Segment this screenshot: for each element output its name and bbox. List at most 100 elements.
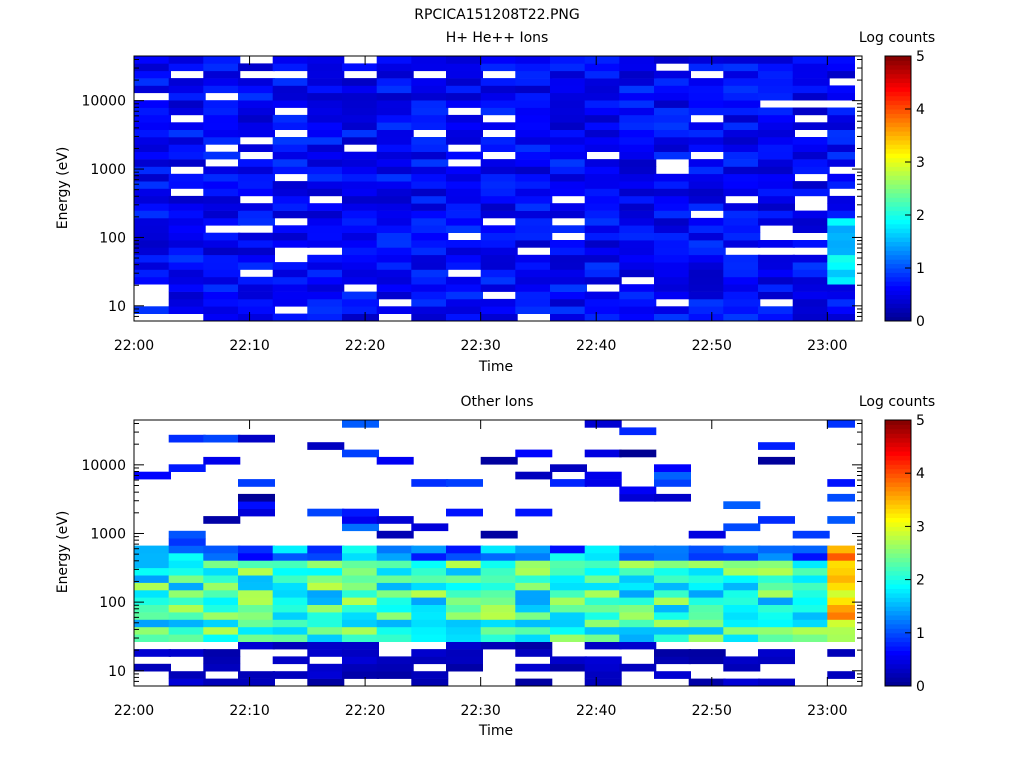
heatmap-cell [238,545,275,554]
heatmap-cell [827,195,855,204]
heatmap-cell [307,159,345,167]
heatmap-cell [446,173,483,182]
heatmap-cell [584,626,622,635]
heatmap-cell [272,560,310,569]
heatmap-cell [411,240,449,248]
heatmap-cell [238,276,275,285]
heatmap-cell [654,649,691,657]
heatmap-cell [168,634,206,642]
heatmap-cell [238,582,275,591]
heatmap-cell [515,560,553,569]
colorbar-segment [885,122,911,128]
heatmap-cell [758,210,795,219]
heatmap-cell [758,560,795,569]
heatmap-cell [272,612,310,620]
heatmap-cell [654,137,691,145]
heatmap-cell [168,63,206,72]
heatmap-cell [376,240,414,248]
heatmap-cell [723,634,761,642]
heatmap-cell [480,553,518,561]
heatmap-cell [792,78,830,86]
heatmap-cell [792,210,830,219]
heatmap-cell [238,63,275,72]
heatmap-cell [342,247,379,256]
colorbar-segment [885,290,911,295]
heatmap-cell [515,85,553,94]
heatmap-cell [134,129,171,138]
heatmap-cell [307,240,345,248]
heatmap-cell [758,306,795,314]
heatmap-cell [480,195,518,204]
heatmap-cell [238,634,275,642]
heatmap-cell [411,575,449,583]
heatmap-cell [654,114,691,123]
heatmap-cell [307,619,345,628]
heatmap-cell [550,166,587,175]
heatmap-cell [376,671,414,679]
heatmap-cell [134,114,171,123]
heatmap-cell [723,604,761,613]
heatmap-cell [203,122,241,130]
heatmap-cell [792,151,830,160]
heatmap-cell [654,217,691,226]
heatmap-cell [723,92,761,101]
x-tick-label: 22:00 [114,338,154,354]
colorbar-segment [885,632,911,638]
heatmap-cell [515,612,553,620]
y-axis-label: Energy (eV) [55,147,71,230]
heatmap-cell [758,85,795,94]
heatmap-cell [480,188,518,197]
heatmap-cell [446,479,483,487]
heatmap-cell [584,114,622,123]
heatmap-cell [515,181,553,189]
heatmap-cell [238,85,275,94]
heatmap-cell [376,560,414,569]
heatmap-cell [758,92,795,101]
colorbar-tick-label: 4 [916,466,925,482]
heatmap-cell [723,122,761,130]
heatmap-cell [619,560,657,569]
heatmap-cell [238,100,275,108]
colorbar-segment [885,206,911,212]
heatmap-cell [376,545,414,554]
heatmap-cell [203,217,241,226]
heatmap-cell [134,137,171,145]
heatmap-cell [550,479,587,487]
heatmap-cell [480,240,518,248]
heatmap-cell [827,85,855,94]
heatmap-cell [619,553,657,561]
heatmap-cell [792,70,830,79]
heatmap-cell [480,122,518,130]
heatmap-cell [654,567,691,576]
heatmap-cell [723,100,761,108]
heatmap-cell [480,298,518,307]
heatmap-cell [203,619,241,628]
heatmap-cell [272,137,310,145]
colorbar-segment [885,526,911,532]
heatmap-cell [342,567,379,576]
colorbar-segment [885,268,911,273]
heatmap-cell [827,619,855,628]
heatmap-cell [238,501,275,509]
heatmap-cell [480,232,518,241]
heatmap-cell [758,678,795,687]
heatmap-cell [203,210,241,219]
heatmap-cell [134,582,171,591]
panel-title: Other Ions [460,394,533,410]
colorbar-segment [885,139,911,145]
heatmap-cell [619,291,657,300]
heatmap-cell [619,663,657,672]
heatmap-cell [238,107,275,116]
heatmap-cell [411,656,449,665]
heatmap-cell [792,612,830,620]
heatmap-cell [619,427,657,436]
heatmap-cell [515,298,553,307]
heatmap-cell [203,306,241,314]
heatmap-cell [376,276,414,285]
heatmap-cell [758,188,795,197]
heatmap-cell [654,247,691,256]
heatmap-cell [480,284,518,292]
heatmap-cell [480,166,518,175]
heatmap-cell [307,63,345,72]
heatmap-cell [307,70,345,79]
